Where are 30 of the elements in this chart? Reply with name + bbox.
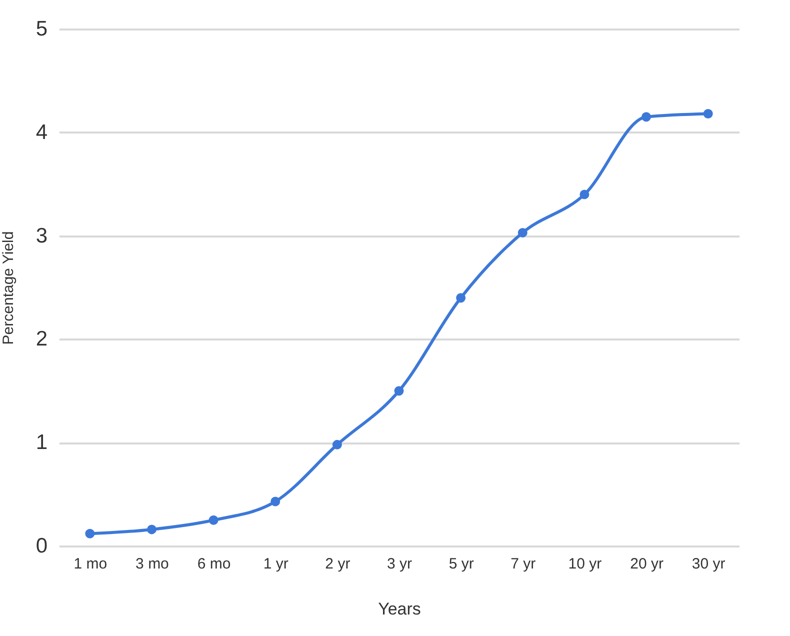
point bbox=[85, 528, 95, 538]
x-tick-label: 10 yr bbox=[568, 556, 602, 572]
y-axis-title: Percentage Yield bbox=[0, 231, 17, 345]
point bbox=[642, 112, 652, 122]
y-tick-label: 1 bbox=[36, 431, 48, 454]
x-tick-label: 7 yr bbox=[510, 556, 536, 572]
point bbox=[332, 440, 342, 450]
point bbox=[394, 386, 404, 396]
x-tick-label: 2 yr bbox=[325, 556, 350, 572]
x-tick-label: 5 yr bbox=[448, 556, 474, 572]
y-tick-label: 2 bbox=[36, 328, 48, 351]
y-tick-label: 5 bbox=[36, 18, 48, 40]
point bbox=[518, 228, 528, 238]
x-tick-label: 1 yr bbox=[263, 556, 288, 572]
x-tick-label: 3 mo bbox=[136, 556, 169, 572]
x-tick-label: 30 yr bbox=[692, 556, 726, 572]
point bbox=[146, 524, 156, 534]
y-tick-label: 3 bbox=[36, 224, 48, 248]
y-tick-label: 0 bbox=[36, 534, 48, 558]
x-tick-label: 20 yr bbox=[630, 556, 664, 572]
x-axis-title: Years bbox=[378, 600, 421, 618]
y-tick-label: 4 bbox=[36, 120, 48, 144]
point bbox=[456, 293, 466, 303]
point bbox=[703, 109, 713, 119]
x-tick-label: 1 mo bbox=[74, 556, 108, 572]
point bbox=[208, 515, 218, 525]
point bbox=[580, 190, 590, 200]
x-tick-label: 3 yr bbox=[386, 556, 412, 572]
x-tick-label: 6 mo bbox=[197, 556, 231, 572]
point bbox=[270, 496, 280, 506]
